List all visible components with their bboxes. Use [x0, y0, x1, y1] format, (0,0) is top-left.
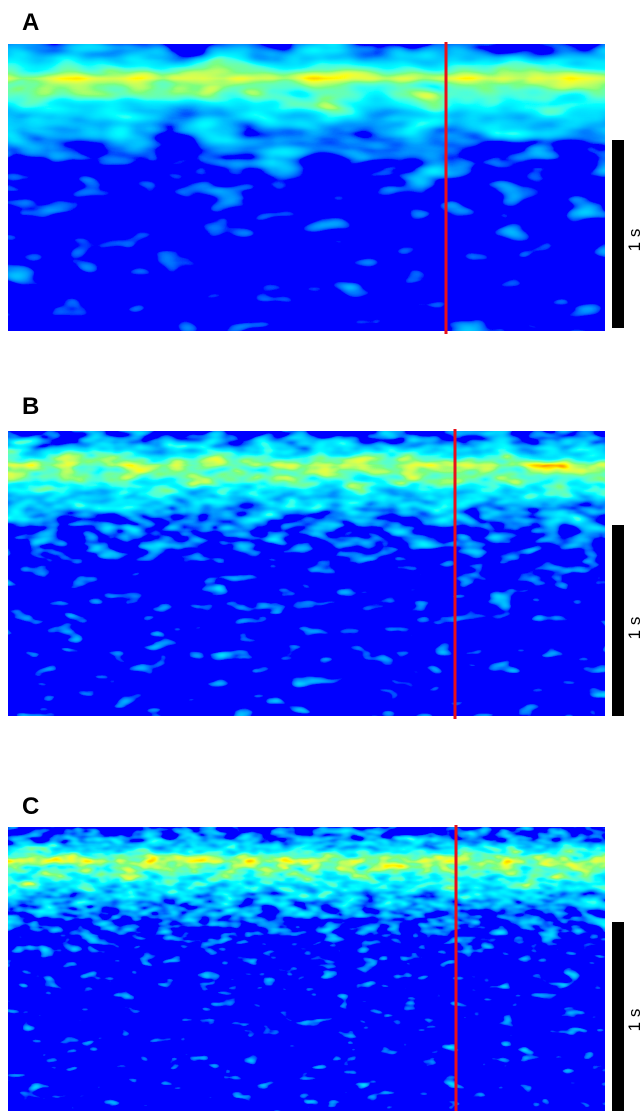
panel-label: A [22, 9, 39, 36]
heatmap [8, 827, 605, 1111]
panel-label: C [22, 793, 39, 820]
scale-bar [612, 525, 624, 716]
scale-bar-label: 1 s [625, 229, 642, 252]
panel: C 1 s [8, 793, 642, 1111]
scale-bar [612, 140, 624, 328]
scale-bar-label: 1 s [625, 1009, 642, 1032]
scale-bar [612, 922, 624, 1111]
heatmap [8, 431, 605, 716]
heatmap [8, 44, 605, 331]
panel-label: B [22, 393, 39, 420]
scale-bar-label: 1 s [625, 617, 642, 640]
panel: B 1 s [8, 393, 642, 719]
panel: A 1 s [8, 9, 642, 334]
